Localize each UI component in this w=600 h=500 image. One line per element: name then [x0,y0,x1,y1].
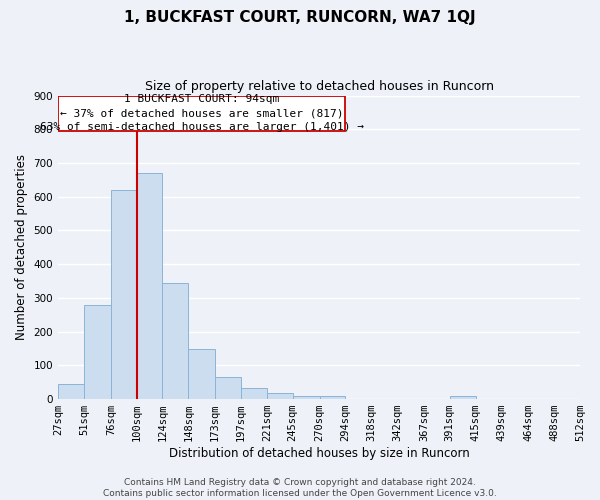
Title: Size of property relative to detached houses in Runcorn: Size of property relative to detached ho… [145,80,494,93]
Bar [215,377,241,399]
Bar [111,190,137,399]
Bar [58,96,346,131]
Bar [137,173,163,399]
Text: 1, BUCKFAST COURT, RUNCORN, WA7 1QJ: 1, BUCKFAST COURT, RUNCORN, WA7 1QJ [124,10,476,25]
Bar [450,396,476,399]
Bar [293,396,320,399]
Bar [241,388,267,399]
Bar [188,349,215,399]
Bar [84,304,111,399]
X-axis label: Distribution of detached houses by size in Runcorn: Distribution of detached houses by size … [169,447,469,460]
Text: Contains HM Land Registry data © Crown copyright and database right 2024.
Contai: Contains HM Land Registry data © Crown c… [103,478,497,498]
Bar [58,384,84,399]
Y-axis label: Number of detached properties: Number of detached properties [15,154,28,340]
Bar [267,393,293,399]
Bar [163,282,188,399]
Text: 1 BUCKFAST COURT: 94sqm
← 37% of detached houses are smaller (817)
63% of semi-d: 1 BUCKFAST COURT: 94sqm ← 37% of detache… [40,94,364,132]
Bar [320,396,346,399]
